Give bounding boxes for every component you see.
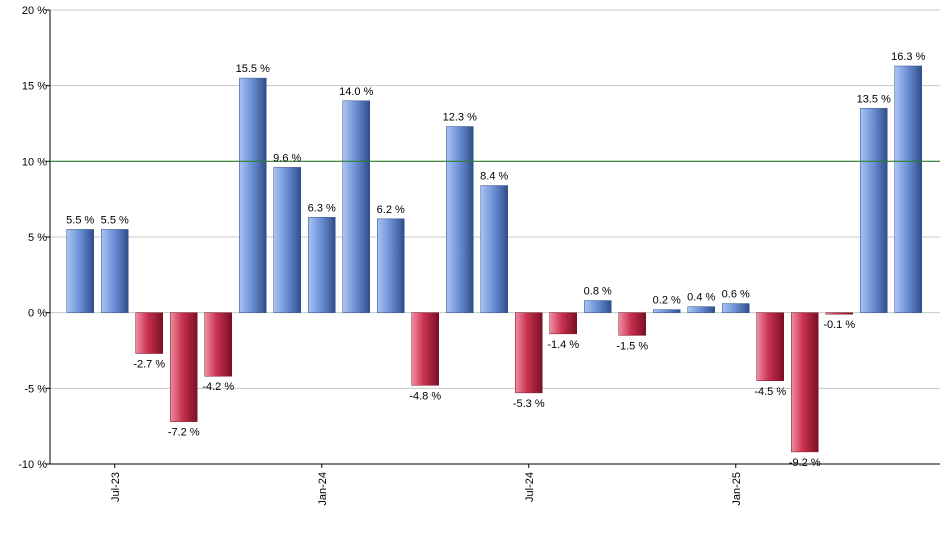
bar [480, 185, 508, 313]
y-tick-label: -10 % [18, 459, 47, 471]
bar [687, 306, 715, 313]
data-label: 0.8 % [584, 286, 612, 298]
data-label: -4.2 % [202, 381, 234, 393]
data-label: 0.6 % [722, 289, 750, 301]
data-label: -4.8 % [409, 390, 441, 402]
data-label: -0.1 % [823, 319, 855, 331]
bar [446, 126, 474, 313]
data-label: -1.5 % [616, 340, 648, 352]
bar [411, 312, 439, 386]
data-label: -1.4 % [547, 339, 579, 351]
bar [377, 218, 405, 313]
data-label: 6.2 % [377, 204, 405, 216]
data-label: 13.5 % [857, 93, 891, 105]
data-label: 5.5 % [66, 214, 94, 226]
y-tick-label: -5 % [24, 383, 47, 395]
y-tick-label: 0 % [28, 308, 47, 320]
data-label: 6.3 % [308, 202, 336, 214]
y-tick-label: 15 % [22, 81, 47, 93]
data-label: 0.2 % [653, 295, 681, 307]
data-label: 16.3 % [891, 51, 925, 63]
bar [791, 312, 819, 453]
data-label: -5.3 % [513, 398, 545, 410]
bar [170, 312, 198, 422]
bar [66, 229, 94, 313]
x-tick-label: Jan-24 [317, 472, 329, 506]
data-label: 12.3 % [443, 112, 477, 124]
bar [515, 312, 543, 394]
data-label: -2.7 % [133, 359, 165, 371]
bar [135, 312, 163, 354]
data-label: 14.0 % [339, 86, 373, 98]
y-tick-label: 10 % [22, 156, 47, 168]
bar [273, 167, 301, 313]
bar [584, 300, 612, 313]
bar [308, 217, 336, 313]
bar [860, 108, 888, 313]
data-label: -4.5 % [754, 386, 786, 398]
bar [894, 65, 922, 313]
y-axis: 20 % 15 % 10 % 5 % 0 % -5 % -10 % [18, 5, 51, 471]
data-label: -7.2 % [168, 427, 200, 439]
x-tick-label: Jul-23 [110, 472, 122, 502]
y-tick-label: 5 % [28, 232, 47, 244]
bar [204, 312, 232, 377]
data-labels: 5.5 % 5.5 % -2.7 % -7.2 % -4.2 % 15.5 % 9.6 % 6… [66, 51, 925, 469]
data-label: 9.6 % [273, 152, 301, 164]
bar [342, 100, 370, 313]
bar [756, 312, 784, 382]
bars [66, 65, 922, 453]
bar [653, 309, 681, 313]
data-label: 8.4 % [480, 171, 508, 183]
bar [549, 312, 577, 335]
x-tick-label: Jul-24 [524, 472, 536, 502]
data-label: 0.4 % [687, 292, 715, 304]
y-tick-label: 20 % [22, 5, 47, 17]
data-label: 5.5 % [101, 214, 129, 226]
bar [618, 312, 646, 336]
bar [239, 77, 267, 313]
bar [722, 303, 750, 313]
x-axis: Jul-23 Jan-24 Jul-24 Jan-25 [50, 463, 940, 506]
bar [825, 312, 853, 315]
data-label: -9.2 % [789, 457, 821, 469]
x-tick-label: Jan-25 [731, 472, 743, 506]
data-label: 15.5 % [236, 63, 270, 75]
bar [101, 229, 129, 313]
